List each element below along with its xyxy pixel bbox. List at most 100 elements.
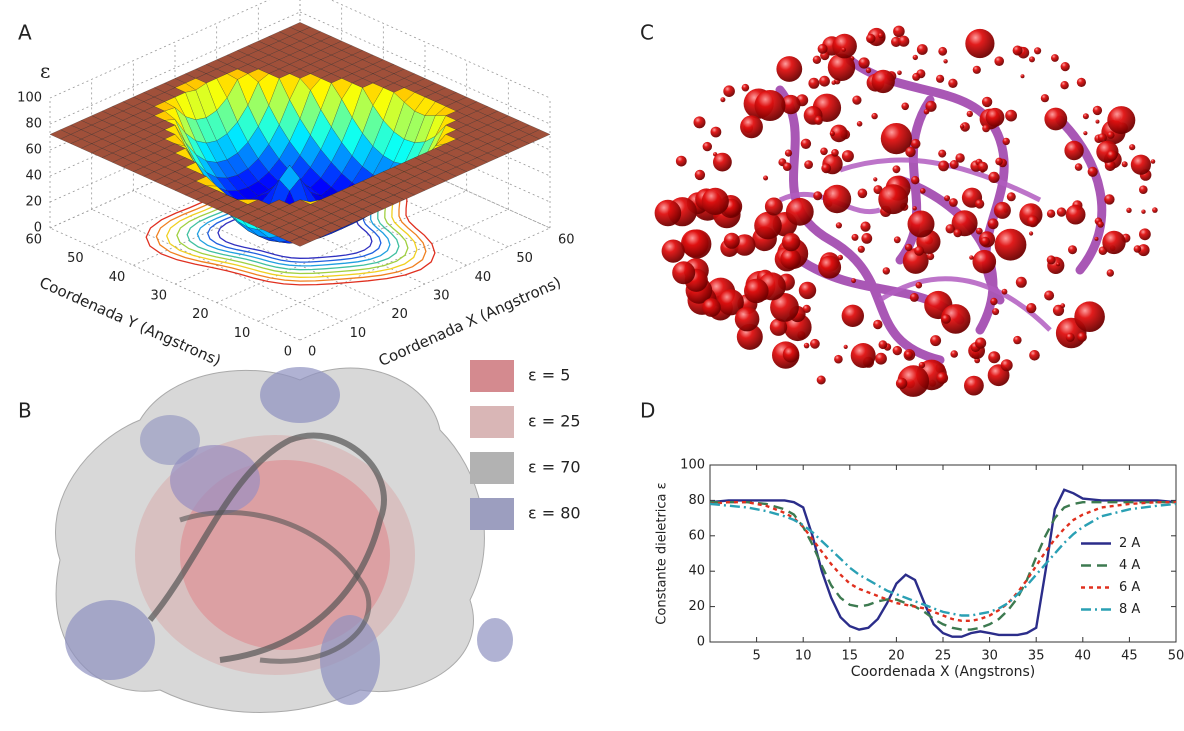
sphere	[1029, 350, 1040, 361]
panel-label: B	[18, 399, 32, 423]
sphere	[964, 376, 984, 396]
y-tick-label: 60	[25, 233, 42, 248]
sphere	[859, 57, 870, 68]
sphere	[949, 198, 958, 207]
sphere	[1064, 141, 1083, 160]
sphere	[1051, 54, 1059, 62]
sphere	[1122, 161, 1128, 167]
sphere	[695, 170, 705, 180]
sphere	[878, 33, 884, 39]
sphere	[676, 156, 687, 167]
region	[65, 600, 155, 680]
sphere	[694, 116, 706, 128]
sphere	[820, 148, 828, 156]
sphere	[860, 222, 870, 232]
sphere	[894, 236, 901, 243]
x-tick-label: 0	[308, 345, 316, 360]
sphere	[893, 346, 902, 355]
sphere	[851, 278, 856, 283]
x-tick-label: 5	[752, 649, 760, 664]
x-tick-label: 30	[433, 289, 450, 304]
x-tick-label: 60	[558, 233, 575, 248]
y-tick-label: 0	[284, 345, 292, 360]
sphere	[765, 198, 783, 216]
sphere	[946, 224, 955, 233]
sphere	[910, 293, 919, 302]
sphere	[852, 234, 859, 241]
sphere	[1066, 205, 1086, 225]
legend-swatch	[470, 498, 514, 530]
sphere	[782, 233, 800, 251]
x-tick-label: 50	[1168, 649, 1184, 664]
sphere	[831, 149, 839, 157]
x-tick-label: 50	[516, 251, 533, 266]
panel-b: ε = 5ε = 25ε = 70ε = 80	[55, 360, 580, 713]
sphere	[866, 68, 871, 73]
sphere	[713, 153, 732, 172]
sphere	[893, 165, 901, 173]
sphere	[858, 246, 865, 253]
sphere	[804, 160, 813, 169]
sphere	[776, 56, 802, 82]
sphere	[995, 158, 1003, 166]
x-tick-label: 20	[391, 307, 408, 322]
sphere	[973, 66, 981, 74]
sphere	[1107, 106, 1135, 134]
sphere	[1047, 210, 1055, 218]
z-tick-label: 20	[25, 195, 42, 210]
sphere	[851, 343, 876, 368]
sphere	[1056, 262, 1060, 266]
sphere	[1005, 110, 1017, 122]
sphere	[808, 78, 819, 89]
sphere	[1068, 245, 1077, 254]
sphere	[930, 335, 941, 346]
sphere	[702, 298, 721, 317]
sphere	[662, 240, 685, 263]
sphere	[901, 103, 909, 111]
sphere	[1126, 208, 1131, 213]
sphere	[1057, 207, 1066, 216]
sphere	[1077, 78, 1086, 87]
sphere	[1027, 215, 1039, 227]
sphere	[938, 47, 947, 56]
sphere	[1060, 81, 1068, 89]
y-tick-label: 60	[688, 528, 705, 543]
x-tick-label: 15	[842, 649, 859, 664]
sphere	[1016, 277, 1027, 288]
sphere	[898, 36, 909, 47]
sphere	[842, 47, 846, 51]
sphere	[1139, 228, 1151, 240]
sphere	[1139, 185, 1148, 194]
sphere	[735, 307, 760, 332]
sphere	[938, 150, 946, 158]
sphere	[866, 34, 875, 43]
sphere	[988, 218, 999, 229]
page: {"panel_labels": {"a": "A", "b": "B", "c…	[0, 0, 1184, 731]
sphere	[857, 121, 863, 127]
x-tick-label: 40	[1075, 649, 1092, 664]
legend-swatch	[470, 360, 514, 392]
sphere	[872, 70, 895, 93]
sphere	[754, 212, 782, 240]
sphere	[986, 108, 1005, 127]
sphere	[879, 340, 888, 349]
sphere	[818, 44, 828, 54]
sphere	[905, 351, 913, 359]
sphere	[814, 116, 823, 125]
z-tick-label: 100	[17, 91, 42, 106]
sphere	[720, 97, 725, 102]
z-tick-label: 80	[25, 117, 42, 132]
sphere	[943, 59, 947, 63]
sphere	[1131, 155, 1151, 175]
sphere	[813, 191, 822, 200]
y-tick-label: 40	[688, 564, 705, 579]
sphere	[1021, 74, 1025, 78]
sphere	[917, 44, 928, 55]
y-tick-label: 40	[109, 270, 126, 285]
sphere	[783, 162, 792, 171]
sphere	[842, 150, 854, 162]
sphere	[936, 75, 944, 83]
x-axis-label: Coordenada X (Angstrons)	[851, 664, 1036, 680]
legend-label: 8 A	[1119, 602, 1140, 617]
sphere	[672, 261, 695, 284]
